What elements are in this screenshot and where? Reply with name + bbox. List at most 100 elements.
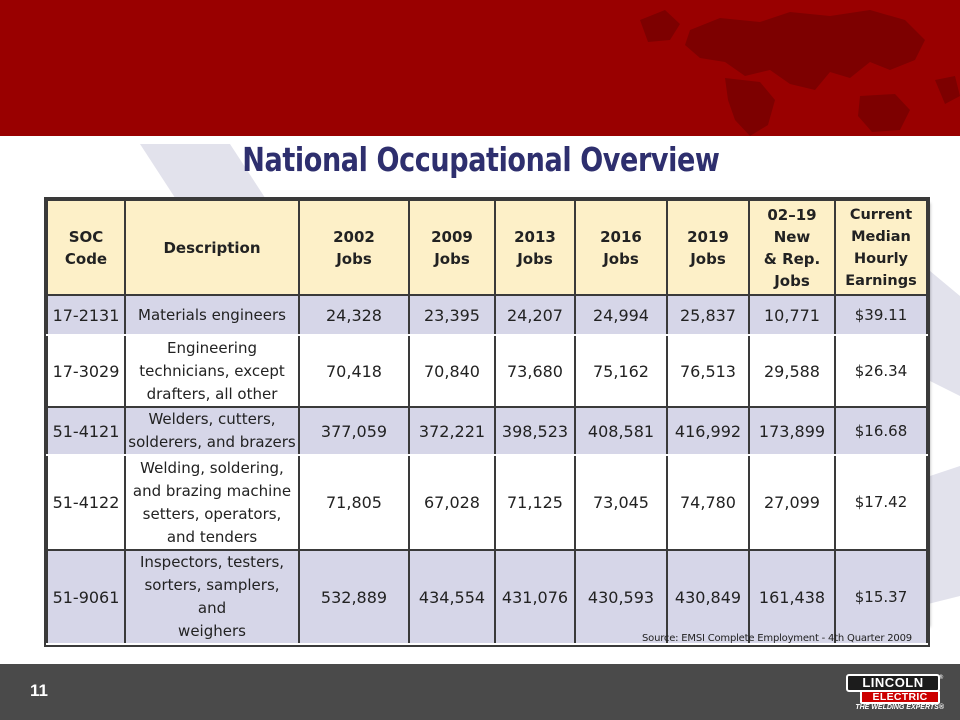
column-header-line: 2016 [600,227,642,246]
column-header: 02–19 New & Rep. Jobs [748,199,836,296]
column-header: SOC Code [46,199,126,296]
column-header: 2016 Jobs [574,199,668,296]
cell-j2002: 24,328 [298,294,410,336]
column-header: 2013 Jobs [494,199,576,296]
cell-new-rep: 29,588 [748,334,836,408]
cell-description: Inspectors, testers, sorters, samplers, a… [124,549,300,645]
page-number: 11 [30,681,48,700]
table-row: 17-3029 Engineering technicians, except dra… [46,334,928,408]
occupational-table-container: SOC Code Description 2002 Jobs 2009 Jobs 2013 Jo… [44,197,930,647]
column-header-line: Jobs [603,249,639,268]
description-line: and brazing machine [132,481,292,500]
description-line: solderers, and brazers [128,433,296,451]
description-line: technicians, except [139,361,285,380]
cell-j2002: 532,889 [298,549,410,645]
description-line: Engineering [167,338,257,357]
table-row: 51-9061 Inspectors, testers, sorters, samp… [46,549,928,645]
cell-description: Engineering technicians, except drafters, … [124,334,300,408]
cell-j2019: 25,837 [666,294,750,336]
cell-description: Materials engineers [124,294,300,336]
cell-earnings: $16.68 [834,406,928,456]
table-header-row: SOC Code Description 2002 Jobs 2009 Jobs 2013 Jo… [46,199,928,296]
column-header-line: Hourly [854,250,908,267]
cell-code: 17-3029 [46,334,126,408]
description-line: drafters, all other [146,384,278,403]
description-line: and tenders [166,527,258,546]
cell-j2019: 416,992 [666,406,750,456]
slide-title: National Occupational Overview [242,140,720,179]
cell-code: 17-2131 [46,294,126,336]
column-header-line: 2019 [687,227,729,246]
logo-line2: ELECTRIC [860,690,940,704]
column-header-line: Jobs [336,249,372,268]
logo-registered-mark: ® [938,674,944,681]
cell-j2016: 75,162 [574,334,668,408]
cell-code: 51-4121 [46,406,126,456]
description-line: sorters, samplers, and [144,576,280,617]
description-line: setters, operators, [142,504,282,523]
cell-earnings: $26.34 [834,334,928,408]
cell-description: Welders, cutters, solderers, and brazers [124,406,300,456]
cell-earnings: $15.37 [834,549,928,645]
cell-description: Welding, soldering, and brazing machine se… [124,454,300,551]
column-header: Current Median Hourly Earnings [834,199,928,296]
cell-j2019: 76,513 [666,334,750,408]
column-header-line: Earnings [845,272,917,289]
cell-j2013: 71,125 [494,454,576,551]
cell-j2009: 372,221 [408,406,496,456]
table-body: 17-2131 Materials engineers 24,328 23,395 24… [46,294,928,645]
cell-j2009: 70,840 [408,334,496,408]
cell-j2016: 73,045 [574,454,668,551]
cell-j2013: 431,076 [494,549,576,645]
description-line: Materials engineers [138,305,286,324]
column-header: 2009 Jobs [408,199,496,296]
cell-code: 51-9061 [46,549,126,645]
column-header-line: Jobs [517,249,553,268]
cell-j2002: 71,805 [298,454,410,551]
description-line: Inspectors, testers, [139,553,285,571]
cell-j2002: 377,059 [298,406,410,456]
cell-j2009: 23,395 [408,294,496,336]
column-header: 2019 Jobs [666,199,750,296]
cell-new-rep: 10,771 [748,294,836,336]
cell-new-rep: 161,438 [748,549,836,645]
column-header-line: 2009 [431,227,473,246]
column-header-line: 2002 [333,227,375,246]
cell-j2016: 408,581 [574,406,668,456]
column-header-line: Code [64,249,108,268]
cell-j2013: 24,207 [494,294,576,336]
logo-tagline: THE WELDING EXPERTS® [855,704,944,711]
column-header-line: Jobs [690,249,726,268]
cell-j2016: 24,994 [574,294,668,336]
header-banner [0,0,960,136]
column-header: Description [124,199,300,296]
cell-j2009: 434,554 [408,549,496,645]
lincoln-electric-logo: LINCOLN ® ELECTRIC THE WELDING EXPERTS® [846,674,944,714]
column-header-line: Current [849,206,913,223]
cell-j2019: 74,780 [666,454,750,551]
cell-code: 51-4122 [46,454,126,551]
column-header-line: Description [163,238,261,257]
cell-j2009: 67,028 [408,454,496,551]
column-header-line: Median [851,228,911,245]
cell-new-rep: 27,099 [748,454,836,551]
footer-bar: 11 LINCOLN ® ELECTRIC THE WELDING EXPERT… [0,664,960,720]
column-header: 2002 Jobs [298,199,410,296]
occupational-table: SOC Code Description 2002 Jobs 2009 Jobs 2013 Jo… [44,197,930,647]
cell-earnings: $39.11 [834,294,928,336]
column-header-line: Jobs [434,249,470,268]
table-row: 51-4121 Welders, cutters, solderers, and b… [46,406,928,456]
cell-earnings: $17.42 [834,454,928,551]
description-line: Welders, cutters, [148,410,276,428]
cell-j2002: 70,418 [298,334,410,408]
table-row: 17-2131 Materials engineers 24,328 23,395 24… [46,294,928,336]
column-header-line: 02–19 [767,205,817,224]
column-header-line: 2013 [514,227,556,246]
column-header-line: New [773,227,811,246]
column-header-line: Jobs [774,271,810,290]
cell-new-rep: 173,899 [748,406,836,456]
cell-j2013: 398,523 [494,406,576,456]
table-row: 51-4122 Welding, soldering, and brazing ma… [46,454,928,551]
cell-j2016: 430,593 [574,549,668,645]
column-header-line: & Rep. [763,249,821,268]
